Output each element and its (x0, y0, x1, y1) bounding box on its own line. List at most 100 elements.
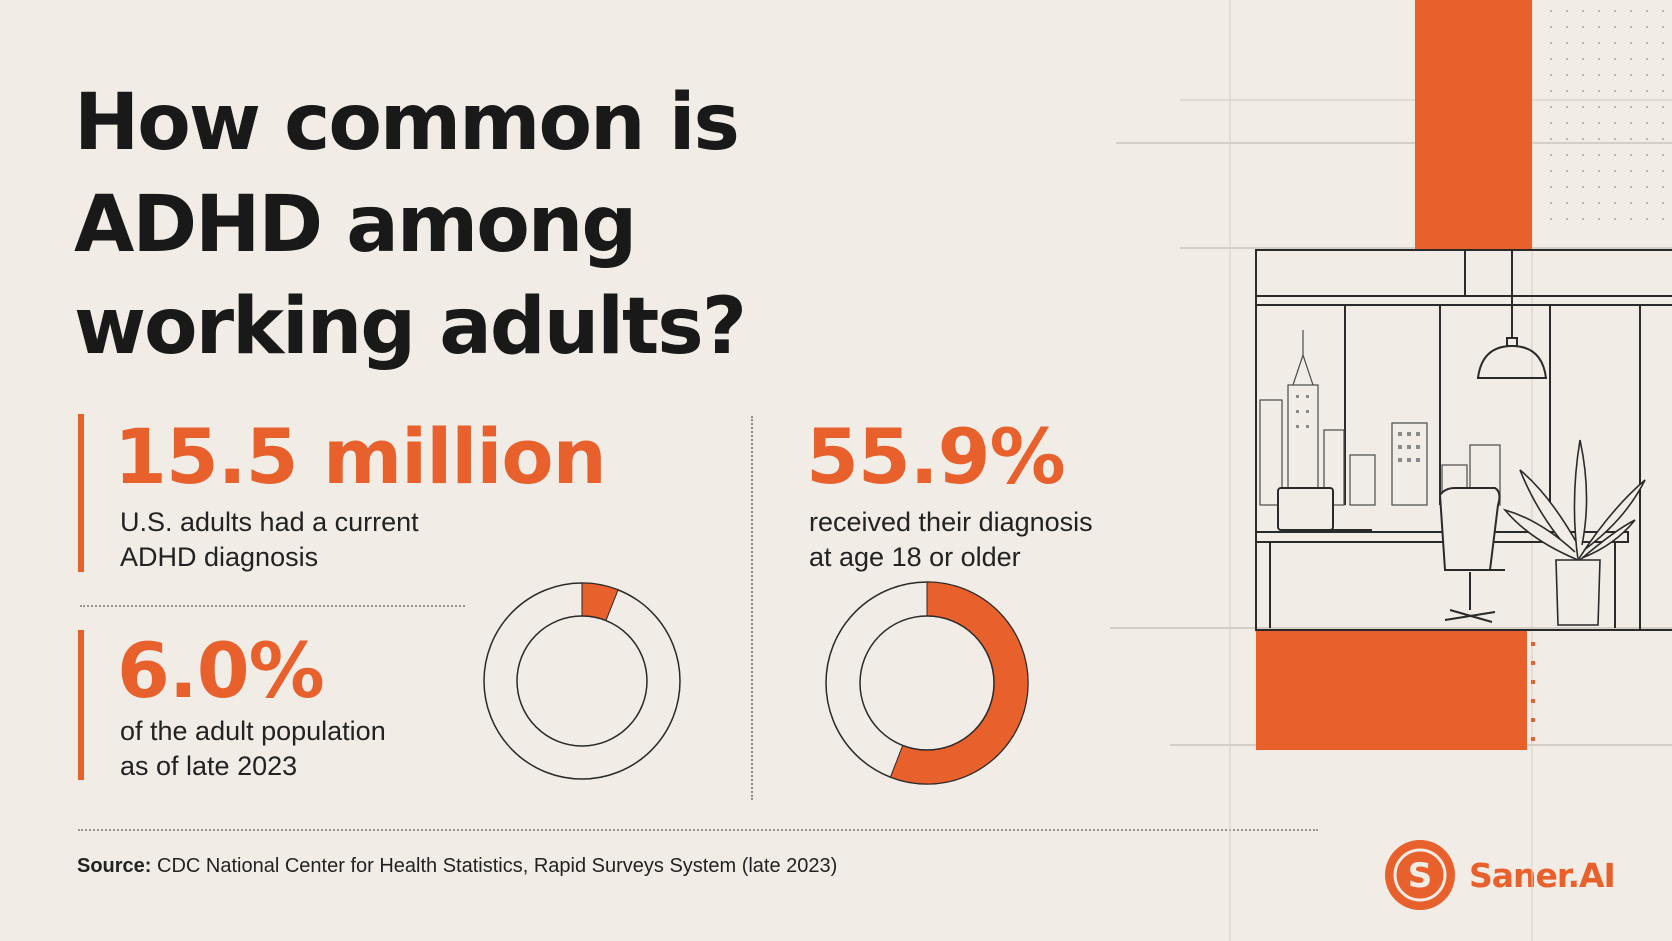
divider (78, 829, 1318, 831)
dot (1646, 106, 1648, 108)
dot (1614, 138, 1616, 140)
source-text: CDC National Center for Health Statistic… (157, 855, 838, 877)
dot (1455, 680, 1459, 684)
dot (1646, 90, 1648, 92)
dot (1512, 699, 1516, 703)
dot (1360, 680, 1364, 684)
dot (1582, 138, 1584, 140)
dot (1455, 661, 1459, 665)
dot (1582, 26, 1584, 28)
dot (1630, 218, 1632, 220)
page-title: How common is ADHD among working adults? (74, 72, 747, 378)
dot (1662, 122, 1664, 124)
chair-icon (1438, 487, 1505, 623)
dot (1550, 10, 1552, 12)
dot (1646, 154, 1648, 156)
dot (1598, 202, 1600, 204)
dot (1646, 58, 1648, 60)
dot (1646, 122, 1648, 124)
dot (1662, 10, 1664, 12)
dot (1662, 154, 1664, 156)
stat-description-share: of the adult population as of late 2023 (120, 714, 386, 784)
office-illustration (1110, 0, 1672, 941)
stat-accent-bar (78, 630, 84, 780)
dot (1474, 718, 1478, 722)
dot (1582, 170, 1584, 172)
brand-logo-icon: S (1385, 840, 1455, 910)
dot (1512, 718, 1516, 722)
dot (1646, 10, 1648, 12)
dot (1630, 106, 1632, 108)
dot (1493, 718, 1497, 722)
dot (1598, 122, 1600, 124)
dot (1566, 42, 1568, 44)
dot (1614, 74, 1616, 76)
dot (1550, 42, 1552, 44)
desc-line: U.S. adults had a current (120, 507, 419, 537)
dot (1582, 122, 1584, 124)
dot (1646, 26, 1648, 28)
dot (1630, 202, 1632, 204)
stat-value-share: 6.0% (117, 626, 325, 715)
dot (1417, 737, 1421, 741)
dot (1474, 737, 1478, 741)
dot (1598, 154, 1600, 156)
dot (1662, 170, 1664, 172)
dot (1417, 661, 1421, 665)
dot (1630, 58, 1632, 60)
dot (1379, 661, 1383, 665)
dot (1614, 154, 1616, 156)
desc-line: received their diagnosis (809, 507, 1093, 537)
dot (1630, 90, 1632, 92)
stat-value-adults: 15.5 million (114, 412, 607, 501)
dot (1455, 737, 1459, 741)
dot (1646, 186, 1648, 188)
dot (1662, 186, 1664, 188)
dot (1614, 106, 1616, 108)
dot-grid-orange (1360, 642, 1535, 741)
dot (1598, 58, 1600, 60)
dot (1598, 10, 1600, 12)
desc-line: at age 18 or older (809, 542, 1021, 572)
dot (1566, 170, 1568, 172)
dot (1455, 718, 1459, 722)
dot (1566, 106, 1568, 108)
dot (1614, 122, 1616, 124)
dot (1614, 202, 1616, 204)
dot (1566, 74, 1568, 76)
desc-line: as of late 2023 (120, 751, 298, 781)
dot (1582, 154, 1584, 156)
dot (1646, 74, 1648, 76)
dot (1398, 737, 1402, 741)
dot (1614, 186, 1616, 188)
dot (1614, 90, 1616, 92)
dot (1360, 661, 1364, 665)
dot (1614, 10, 1616, 12)
dot (1598, 42, 1600, 44)
donut-chart-share (483, 582, 681, 780)
dot (1360, 699, 1364, 703)
title-line-2: ADHD among (74, 180, 637, 270)
stat-description-adults: U.S. adults had a current ADHD diagnosis (120, 505, 419, 575)
dot (1550, 74, 1552, 76)
dot (1531, 737, 1535, 741)
dot (1582, 58, 1584, 60)
dot (1531, 661, 1535, 665)
dot (1582, 74, 1584, 76)
dot (1379, 642, 1383, 646)
dot (1474, 699, 1478, 703)
donut-chart-adult-diagnosis (825, 581, 1029, 785)
source-label: Source: (77, 855, 152, 877)
dot (1582, 106, 1584, 108)
dot (1630, 10, 1632, 12)
dot (1417, 718, 1421, 722)
dot (1646, 170, 1648, 172)
dot (1566, 138, 1568, 140)
source-note: Source: CDC National Center for Health S… (77, 855, 837, 878)
dot (1360, 737, 1364, 741)
dot (1417, 699, 1421, 703)
dot (1566, 186, 1568, 188)
orange-block-top (1415, 0, 1532, 250)
dot (1360, 718, 1364, 722)
dot-grid-top (1550, 10, 1664, 220)
